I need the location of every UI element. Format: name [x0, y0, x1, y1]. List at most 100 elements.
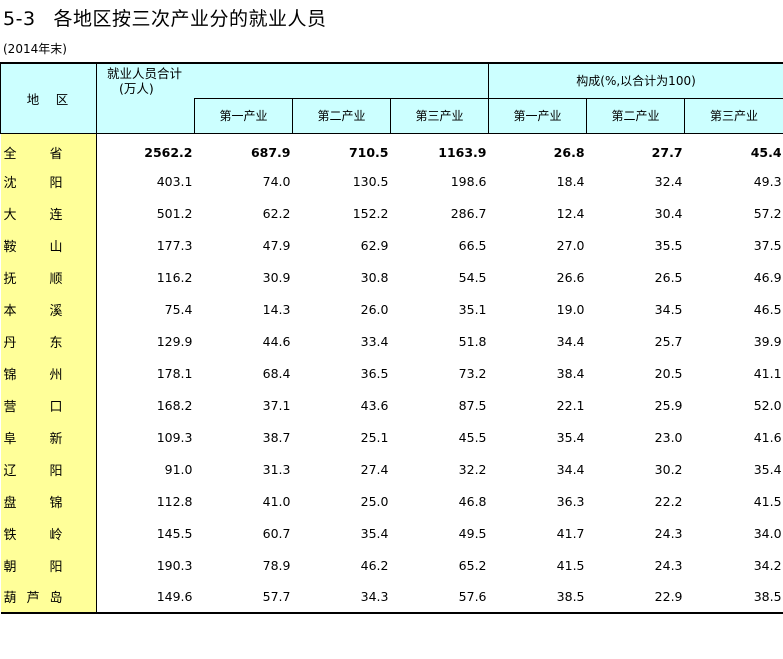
cell-c3: 46.5	[753, 301, 782, 317]
cell-c3: 34.0	[753, 525, 782, 541]
cell-c2: 35.5	[654, 237, 683, 253]
cell-p1: 62.2	[262, 205, 291, 221]
cell-total: 149.6	[96, 581, 195, 614]
cell-c2: 30.2	[654, 461, 683, 477]
cell-p2: 710.5	[348, 144, 389, 160]
cell-p3: 65.2	[458, 557, 487, 573]
region-name: 丹东	[0, 325, 97, 357]
cell-c1: 36.3	[556, 493, 585, 509]
cell-p1: 44.6	[262, 333, 291, 349]
region-name: 葫芦岛	[0, 581, 97, 614]
cell-c1: 38.4	[556, 365, 585, 381]
cell-c2: 25.7	[654, 333, 683, 349]
table-row: 葫芦岛 149.6 57.7 34.3 57.6 38.5 22.9 38.5	[0, 581, 783, 614]
cell-c1: 22.1	[556, 397, 585, 413]
cell-c1: 18.4	[556, 173, 585, 189]
cell-p3: 73.2	[458, 365, 487, 381]
cell-total: 2562.2	[144, 144, 193, 160]
cell-total: 403.1	[156, 173, 193, 189]
cell-c1: 34.4	[556, 461, 585, 477]
total-header: 就业人员合计	[107, 65, 183, 81]
cell-p1: 38.7	[262, 429, 291, 445]
employment-table: 地 区 就业人员合计 (万人) 构成(%,以合计为100) 第一产业 第二产业 …	[0, 62, 783, 614]
region-name: 大连	[0, 197, 97, 229]
cell-p1: 14.3	[262, 301, 291, 317]
cell-p2: 34.3	[292, 581, 391, 614]
cell-c2: 27.7	[651, 144, 683, 160]
cell-c3: 35.4	[753, 461, 782, 477]
cell-p3: 54.5	[458, 269, 487, 285]
table-row: 盘锦 112.8 41.0 25.0 46.8 36.3 22.2 41.5	[0, 485, 783, 517]
subheader-primary: 第一产业	[194, 97, 293, 134]
region-name: 锦州	[0, 357, 97, 389]
table-row: 朝阳 190.3 78.9 46.2 65.2 41.5 24.3 34.2	[0, 549, 783, 581]
cell-c1: 34.4	[556, 333, 585, 349]
cell-total: 112.8	[156, 493, 193, 509]
cell-total: 91.0	[164, 461, 193, 477]
cell-p1: 31.3	[262, 461, 291, 477]
cell-total: 75.4	[164, 301, 193, 317]
region-name: 营口	[0, 389, 97, 421]
cell-p2: 27.4	[360, 461, 389, 477]
total-header-cell: 就业人员合计 (万人)	[95, 62, 489, 98]
cell-p2: 43.6	[360, 397, 389, 413]
subheader-tertiary: 第三产业	[389, 97, 490, 134]
cell-p2: 36.5	[360, 365, 389, 381]
cell-c1: 38.5	[488, 581, 587, 614]
region-name: 鞍山	[0, 229, 97, 261]
cell-p1: 78.9	[262, 557, 291, 573]
cell-c1: 35.4	[556, 429, 585, 445]
cell-p3: 1163.9	[438, 144, 487, 160]
cell-p2: 25.1	[360, 429, 389, 445]
subheader-tertiary-pct: 第三产业	[684, 97, 783, 134]
cell-p1: 60.7	[262, 525, 291, 541]
table-row: 丹东 129.9 44.6 33.4 51.8 34.4 25.7 39.9	[0, 325, 783, 357]
table-row: 大连 501.2 62.2 152.2 286.7 12.4 30.4 57.2	[0, 197, 783, 229]
cell-c3: 46.9	[753, 269, 782, 285]
cell-total: 145.5	[156, 525, 193, 541]
cell-p2: 152.2	[352, 205, 389, 221]
cell-c3: 41.6	[753, 429, 782, 445]
table-row: 铁岭 145.5 60.7 35.4 49.5 41.7 24.3 34.0	[0, 517, 783, 549]
cell-c1: 27.0	[556, 237, 585, 253]
cell-p2: 26.0	[360, 301, 389, 317]
cell-c3: 49.3	[753, 173, 782, 189]
cell-p1: 47.9	[262, 237, 291, 253]
cell-c3: 57.2	[753, 205, 782, 221]
cell-p1: 68.4	[262, 365, 291, 381]
page-title: 5-3 各地区按三次产业分的就业人员	[3, 4, 327, 31]
subheader-primary-pct: 第一产业	[488, 97, 588, 134]
subheader-secondary-pct: 第二产业	[586, 97, 686, 134]
table-row: 沈阳 403.1 74.0 130.5 198.6 18.4 32.4 49.3	[0, 165, 783, 197]
region-name: 抚顺	[0, 261, 97, 293]
region-name: 本溪	[0, 293, 97, 325]
cell-p1: 30.9	[262, 269, 291, 285]
cell-c2: 30.4	[654, 205, 683, 221]
table-row: 本溪 75.4 14.3 26.0 35.1 19.0 34.5 46.5	[0, 293, 783, 325]
cell-p2: 33.4	[360, 333, 389, 349]
region-name: 阜新	[0, 421, 97, 453]
cell-p2: 30.8	[360, 269, 389, 285]
cell-p2: 62.9	[360, 237, 389, 253]
cell-c3: 37.5	[753, 237, 782, 253]
cell-c2: 20.5	[654, 365, 683, 381]
cell-c1: 26.8	[553, 144, 585, 160]
cell-total: 178.1	[156, 365, 193, 381]
cell-c3: 41.1	[753, 365, 782, 381]
composition-header: 构成(%,以合计为100)	[488, 62, 783, 99]
region-name: 辽阳	[0, 453, 97, 485]
cell-p2: 35.4	[360, 525, 389, 541]
cell-p3: 51.8	[458, 333, 487, 349]
region-name: 沈阳	[0, 165, 97, 197]
cell-p3: 57.6	[390, 581, 489, 614]
cell-total: 109.3	[156, 429, 193, 445]
region-name: 盘锦	[0, 485, 97, 517]
cell-c2: 24.3	[654, 557, 683, 573]
cell-total: 116.2	[156, 269, 193, 285]
cell-total: 501.2	[156, 205, 193, 221]
table-body: 全省 2562.2 687.9 710.5 1163.9 26.8 27.7 45.4 沈阳 40…	[0, 133, 783, 614]
cell-p2: 25.0	[360, 493, 389, 509]
cell-total: 177.3	[156, 237, 193, 253]
cell-c1: 41.7	[556, 525, 585, 541]
cell-total: 190.3	[156, 557, 193, 573]
